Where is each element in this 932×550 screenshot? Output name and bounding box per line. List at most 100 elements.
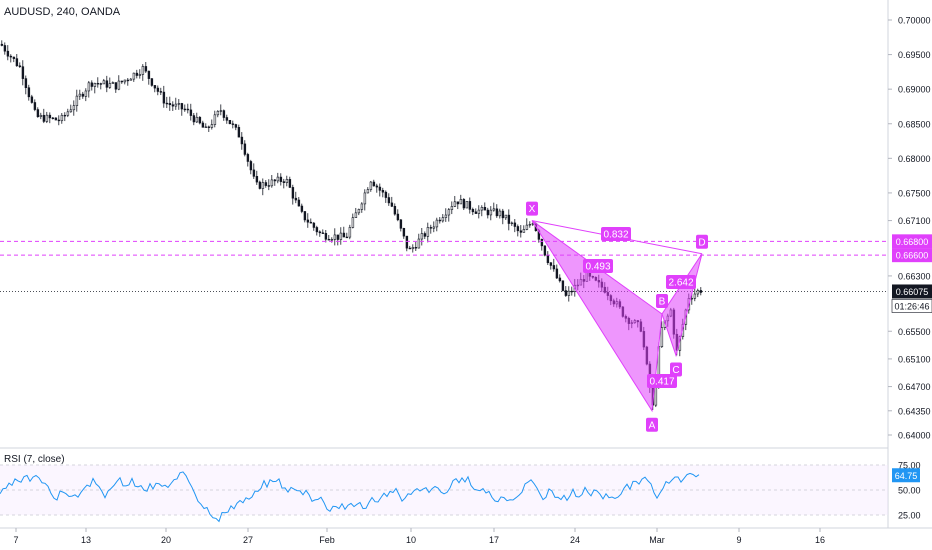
- candle-body: [561, 280, 565, 291]
- pattern-ratio-box: [583, 259, 613, 273]
- pattern-ratio-label: 2.642: [668, 278, 693, 289]
- candle-body: [93, 82, 97, 87]
- candle-body: [378, 186, 382, 191]
- candle-body: [504, 214, 508, 219]
- candle-body: [333, 234, 337, 240]
- candle-body: [474, 211, 478, 214]
- candle-body: [432, 226, 436, 229]
- pattern-point-label: A: [649, 420, 656, 431]
- price-pane[interactable]: [0, 0, 888, 448]
- candle-body: [30, 96, 34, 103]
- candles: [0, 40, 703, 410]
- candle-body: [510, 222, 514, 225]
- time-tick-label: 13: [81, 535, 91, 545]
- rsi-pane[interactable]: 75.00 50.00 25.00: [0, 461, 921, 523]
- candle-body: [513, 222, 517, 227]
- candle-body: [453, 201, 457, 207]
- candle-body: [303, 211, 307, 221]
- candle-body: [42, 114, 46, 122]
- candle-body: [324, 233, 328, 240]
- candle-body: [291, 187, 295, 199]
- candle-body: [423, 233, 427, 237]
- candle-body: [405, 235, 409, 249]
- price-tick-label: 0.70000: [898, 16, 931, 26]
- candle-body: [180, 103, 184, 110]
- candle-body: [429, 227, 433, 229]
- candle-body: [309, 221, 313, 224]
- candle-body: [390, 202, 394, 207]
- symbol-title: AUDUSD, 240, OANDA: [4, 6, 121, 18]
- candle-body: [90, 82, 94, 87]
- candle-body: [462, 199, 466, 209]
- candle-body: [519, 230, 523, 233]
- candle-body: [480, 207, 484, 211]
- candle-body: [417, 238, 421, 249]
- countdown-tag: [891, 299, 932, 313]
- pattern-point-box: [670, 362, 682, 377]
- candle-body: [204, 126, 208, 128]
- candle-body: [318, 231, 322, 234]
- price-tick-label: 0.64700: [898, 382, 931, 392]
- candle-body: [564, 290, 568, 296]
- candle-body: [258, 181, 262, 189]
- candle-body: [168, 103, 172, 106]
- candle-body: [126, 79, 130, 82]
- candle-body: [198, 116, 202, 124]
- candle-body: [477, 209, 481, 214]
- candle-body: [393, 206, 397, 215]
- candle-body: [135, 72, 139, 76]
- candle-body: [252, 169, 256, 177]
- candle-body: [372, 181, 376, 187]
- candle-body: [549, 262, 553, 266]
- candle-body: [327, 238, 331, 241]
- candle-body: [39, 114, 43, 118]
- candle-body: [450, 206, 454, 210]
- price-tick-label: 0.69500: [898, 50, 931, 60]
- candle-body: [444, 214, 448, 218]
- candle-body: [357, 209, 361, 214]
- candle-body: [471, 209, 475, 213]
- candle-body: [540, 239, 544, 247]
- candle-body: [3, 45, 7, 52]
- candle-body: [15, 58, 19, 67]
- candle-body: [156, 87, 160, 92]
- candle-body: [195, 116, 199, 123]
- candle-body: [24, 78, 28, 89]
- candle-body: [279, 176, 283, 182]
- time-axis[interactable]: 7 13 20 27 Feb 10 17 24 Mar 9 16: [13, 528, 825, 545]
- price-axis[interactable]: 0.70000 0.69500 0.69000 0.68500 0.68000 0.675…: [888, 16, 931, 441]
- last-price-tag-text: 0.66075: [896, 287, 929, 297]
- candle-body: [468, 201, 472, 210]
- candle-body: [210, 124, 214, 128]
- candle-body: [396, 213, 400, 221]
- candle-body: [84, 90, 88, 97]
- candle-body: [492, 208, 496, 211]
- candle-body: [201, 122, 205, 128]
- harmonic-pattern[interactable]: X A B C D 0.493 0.417 2.642 0.832: [526, 201, 708, 432]
- candle-body: [27, 87, 31, 98]
- candle-body: [696, 290, 700, 295]
- candle-body: [315, 227, 319, 233]
- candle-body: [486, 209, 490, 216]
- candle-body: [57, 119, 61, 122]
- time-tick-label: 20: [161, 535, 171, 545]
- pattern-point-label: D: [698, 237, 705, 248]
- candle-body: [321, 232, 325, 234]
- candle-body: [498, 210, 502, 217]
- pattern-ratio-box: [647, 374, 677, 388]
- candle-body: [45, 114, 49, 122]
- candle-body: [483, 207, 487, 211]
- candle-body: [270, 179, 274, 187]
- candle-body: [60, 114, 64, 122]
- horizontal-levels[interactable]: [0, 240, 888, 292]
- pattern-point-box: [526, 201, 538, 216]
- candle-body: [240, 136, 244, 145]
- price-tick-label: 0.67500: [898, 188, 931, 198]
- candle-body: [273, 179, 277, 182]
- candle-body: [435, 219, 439, 228]
- candle-body: [522, 229, 526, 233]
- candle-body: [54, 117, 58, 121]
- candle-body: [102, 80, 106, 85]
- candle-body: [153, 85, 157, 89]
